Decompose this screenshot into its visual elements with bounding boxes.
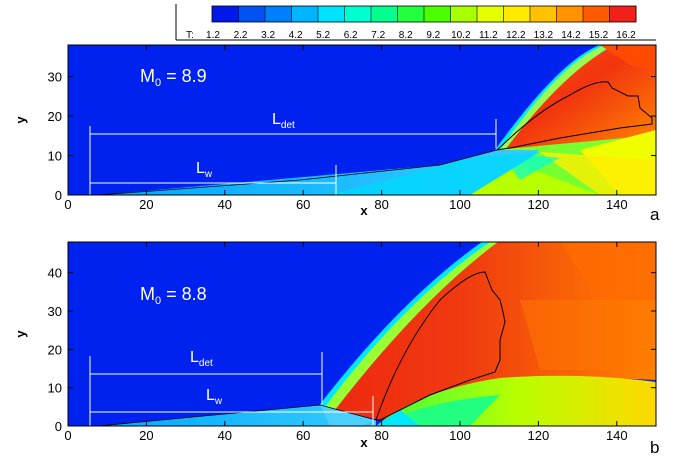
- lw-label-b: Lw: [206, 387, 223, 407]
- axes-b: 0 20 40 60 80 100 120 140 0 10 20 30 40: [48, 242, 656, 443]
- legend-ticks: 1.2 2.2 3.2 4.2 5.2 6.2 7.2 8.2 9.2 10.2 11.2 12.2 1…: [206, 30, 636, 41]
- x-tick-label: 40: [218, 197, 232, 212]
- mach-label-b: M0 = 8.8: [140, 284, 207, 307]
- legend-swatch: [583, 6, 610, 22]
- legend-swatch: [556, 6, 584, 22]
- y-tick-label: 20: [48, 342, 62, 357]
- x-tick-label: 60: [296, 428, 310, 443]
- panel-b-field: [68, 242, 656, 426]
- legend-swatch: [424, 6, 451, 22]
- x-tick-label: 40: [218, 428, 232, 443]
- legend-swatch: [212, 6, 239, 22]
- x-tick-label: 60: [296, 197, 310, 212]
- legend-swatches: [211, 5, 637, 23]
- legend-swatch: [291, 6, 319, 22]
- x-tick-label: 0: [64, 428, 71, 443]
- x-tick-label: 0: [64, 197, 71, 212]
- x-tick-label: 120: [528, 197, 550, 212]
- x-tick-label: 20: [139, 197, 153, 212]
- legend-tick-label: 10.2: [451, 30, 471, 41]
- lw-marker-a: [90, 165, 337, 195]
- legend-tick-label: 3.2: [261, 30, 275, 41]
- x-tick-label: 80: [374, 197, 388, 212]
- legend-swatch: [477, 6, 504, 22]
- legend-swatch: [530, 6, 557, 22]
- legend-label: T:: [186, 30, 194, 41]
- legend-swatch: [318, 6, 345, 22]
- panel-a-field: [68, 45, 656, 195]
- legend-tick-label: 15.2: [589, 30, 609, 41]
- x-axis-label-a: x: [360, 203, 368, 218]
- x-tick-label: 100: [449, 197, 471, 212]
- legend-tick-label: 12.2: [506, 30, 526, 41]
- y-axis-label-a: y: [13, 116, 28, 124]
- y-tick-label: 30: [48, 304, 62, 319]
- y-tick-label: 10: [48, 381, 62, 396]
- legend-swatch: [609, 6, 637, 22]
- y-tick-label: 10: [48, 149, 62, 164]
- panel-a: M0 = 8.9 Ldet Lw 0 20 40 60 80 100 120 140 0 10 20…: [13, 44, 660, 224]
- y-tick-label: 20: [48, 109, 62, 124]
- ldet-label-a: Ldet: [272, 111, 295, 131]
- legend-tick-label: 14.2: [561, 30, 581, 41]
- legend-swatch: [371, 6, 398, 22]
- legend-tick-label: 13.2: [534, 30, 554, 41]
- legend-swatch: [265, 6, 292, 22]
- legend-swatch: [450, 6, 478, 22]
- legend-swatch: [344, 6, 372, 22]
- x-tick-label: 140: [606, 197, 628, 212]
- axes-a: 0 20 40 60 80 100 120 140 0 10 20 30: [48, 45, 656, 212]
- panel-b: M0 = 8.8 Ldet Lw 0 20 40 60 80 100 120 140 0 10 20…: [13, 241, 659, 457]
- x-tick-label: 80: [374, 428, 388, 443]
- legend-tick-label: 4.2: [289, 30, 303, 41]
- legend-swatch: [503, 6, 531, 22]
- legend-tick-label: 7.2: [371, 30, 385, 41]
- ldet-marker-b: [89, 352, 323, 426]
- x-tick-label: 120: [528, 428, 550, 443]
- legend-tick-label: 16.2: [616, 30, 636, 41]
- legend-tick-label: 6.2: [344, 30, 358, 41]
- ldet-label-b: Ldet: [190, 349, 213, 369]
- legend-tick-label: 11.2: [479, 30, 498, 41]
- x-axis-label-b: x: [360, 435, 368, 450]
- lw-marker-b: [90, 396, 374, 426]
- y-tick-label: 30: [48, 70, 62, 85]
- legend-tick-label: 2.2: [234, 30, 248, 41]
- panel-label-b: b: [650, 438, 659, 457]
- legend-tick-label: 1.2: [206, 30, 220, 41]
- y-tick-label: 0: [55, 188, 62, 203]
- legend-swatch: [397, 6, 425, 22]
- y-tick-label: 0: [55, 419, 62, 434]
- panel-label-a: a: [650, 205, 660, 224]
- legend-tick-label: 5.2: [316, 30, 330, 41]
- legend-swatch: [238, 6, 266, 22]
- legend-tick-label: 8.2: [399, 30, 413, 41]
- x-tick-label: 100: [449, 428, 471, 443]
- legend-tick-label: 9.2: [426, 30, 440, 41]
- y-tick-label: 40: [48, 266, 62, 281]
- legend-frame: [211, 5, 637, 23]
- mach-label-a: M0 = 8.9: [140, 66, 207, 89]
- colorbar-legend: T: 1.2 2.2 3.2 4.2 5.2 6.2 7.2 8.2 9.2 10.2 11.2 12…: [175, 4, 656, 41]
- lw-label-a: Lw: [196, 160, 213, 180]
- x-tick-label: 140: [606, 428, 628, 443]
- x-tick-label: 20: [139, 428, 153, 443]
- y-axis-label-b: y: [13, 330, 28, 338]
